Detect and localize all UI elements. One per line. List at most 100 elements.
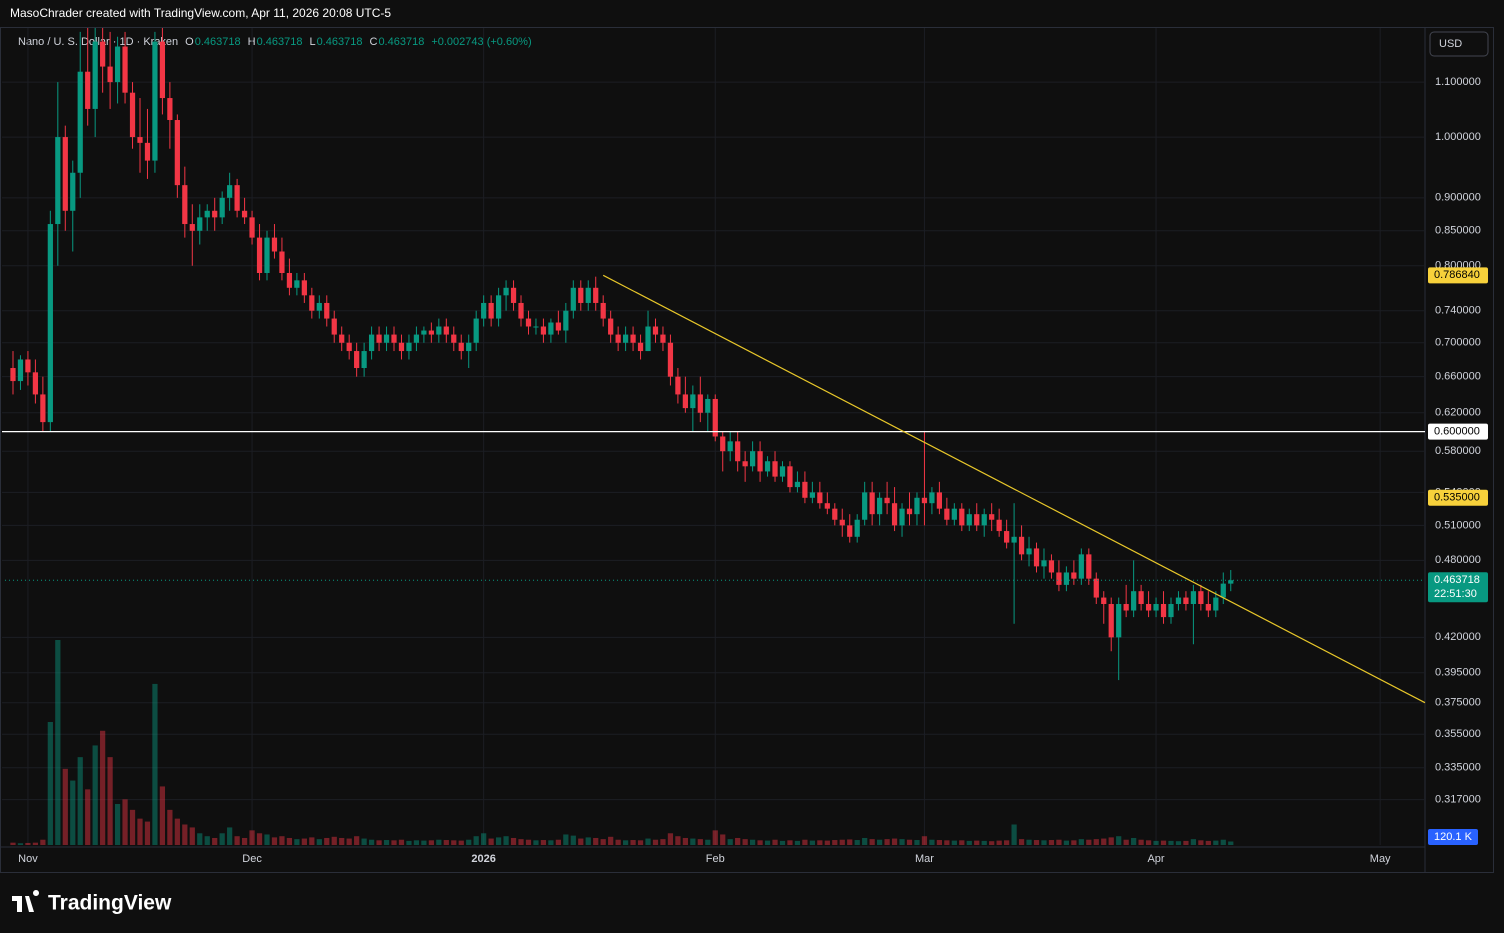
volume-bar <box>294 839 300 845</box>
candle-body <box>316 302 322 311</box>
x-tick-label: Apr <box>1147 853 1164 865</box>
volume-bar <box>981 840 987 845</box>
candle-body <box>682 394 688 409</box>
candle-body <box>1198 591 1204 604</box>
volume-bar <box>264 834 270 845</box>
volume-bar <box>413 840 420 845</box>
candle-body <box>540 326 547 335</box>
candle-body <box>1220 583 1226 598</box>
volume-bar <box>667 833 674 845</box>
candle-body <box>936 492 943 509</box>
currency-label: USD <box>1439 38 1462 50</box>
candle-body <box>974 514 980 526</box>
candle-body <box>944 508 950 520</box>
volume-bar <box>1063 840 1070 845</box>
candle-body <box>802 481 808 498</box>
legend-item: C <box>369 36 377 48</box>
y-tick-label: 0.580000 <box>1435 445 1481 457</box>
candle-body <box>705 398 711 413</box>
candle-body <box>152 41 158 161</box>
candle-body <box>174 120 180 186</box>
candle-body <box>989 514 995 520</box>
volume-bar <box>802 839 808 845</box>
candle-body <box>510 287 517 303</box>
volume-bar <box>473 836 479 845</box>
candle-body <box>10 368 16 382</box>
candle-body <box>32 372 39 395</box>
volume-bar <box>122 799 128 845</box>
price-tag <box>1428 267 1488 284</box>
volume-bar <box>495 837 502 845</box>
volume-bar <box>652 839 659 845</box>
candle-body <box>309 295 315 311</box>
trendline <box>602 274 1426 704</box>
candle-body <box>921 497 928 504</box>
volume-bar <box>1026 839 1032 845</box>
volume-bar <box>309 837 315 845</box>
candle-body <box>264 237 270 274</box>
x-tick-label: Dec <box>242 853 262 865</box>
volume-bar <box>1041 840 1047 845</box>
volume-bar <box>25 842 31 845</box>
chart-frame <box>0 27 1494 873</box>
candle-body <box>204 210 210 218</box>
volume-bar <box>645 838 651 845</box>
volume-bar <box>630 840 636 845</box>
y-tick-label: 0.317000 <box>1435 794 1481 806</box>
candle-body <box>473 318 479 343</box>
candle-body <box>1190 591 1197 604</box>
candle-body <box>1123 603 1129 611</box>
candle-body <box>144 142 151 161</box>
candle-body <box>114 46 121 83</box>
candle-body <box>249 217 255 238</box>
volume-bar <box>256 833 263 845</box>
volume-bar <box>443 840 449 845</box>
volume-bar <box>772 839 778 845</box>
volume-bar <box>159 786 166 845</box>
volume-bar <box>839 839 845 845</box>
candle-body <box>645 326 651 352</box>
volume-bar <box>421 840 427 845</box>
x-tick-label: Feb <box>706 853 725 865</box>
candle-body <box>77 71 83 173</box>
y-tick-label: 0.395000 <box>1435 667 1481 679</box>
y-tick-label: 0.700000 <box>1435 337 1481 349</box>
volume-bar <box>1190 839 1197 845</box>
candle-body <box>690 394 696 409</box>
y-tick-label: 0.620000 <box>1435 407 1481 419</box>
candle-body <box>294 280 300 288</box>
volume-bar <box>727 839 733 845</box>
volume-bar <box>921 836 928 845</box>
volume-bar <box>869 839 875 845</box>
candle-body <box>256 237 263 274</box>
legend-item: Nano / U. S. Dollar · 1D · Kraken <box>18 36 178 48</box>
candle-body <box>391 334 397 343</box>
volume-bar <box>675 836 681 845</box>
y-tick-label: 0.480000 <box>1435 554 1481 566</box>
candle-body <box>1145 603 1152 611</box>
volume-bar <box>1101 838 1107 845</box>
volume-bar <box>174 818 180 845</box>
volume-bar <box>563 834 569 845</box>
candle-body <box>234 185 240 211</box>
candle-body <box>1108 603 1114 638</box>
candle-body <box>301 280 307 296</box>
candle-body <box>1213 597 1219 611</box>
candle-body <box>413 334 420 343</box>
volume-bar <box>189 827 195 845</box>
candle-body <box>630 334 636 343</box>
volume-bar <box>1011 824 1017 845</box>
candle-body <box>182 185 188 225</box>
candle-body <box>600 302 606 319</box>
candle-body <box>17 359 24 382</box>
volume-bar <box>600 839 606 845</box>
legend: Nano / U. S. Dollar · 1D · Kraken O 0.4637… <box>18 36 532 48</box>
currency-button[interactable] <box>1429 31 1489 57</box>
volume-bar <box>137 818 143 845</box>
candle-body <box>428 330 434 335</box>
price-tag-label: 0.535000 <box>1434 492 1480 504</box>
volume-bar <box>77 757 83 845</box>
volume-bar <box>660 839 666 845</box>
volume-bar <box>862 837 868 845</box>
x-tick-label: Mar <box>915 853 934 865</box>
